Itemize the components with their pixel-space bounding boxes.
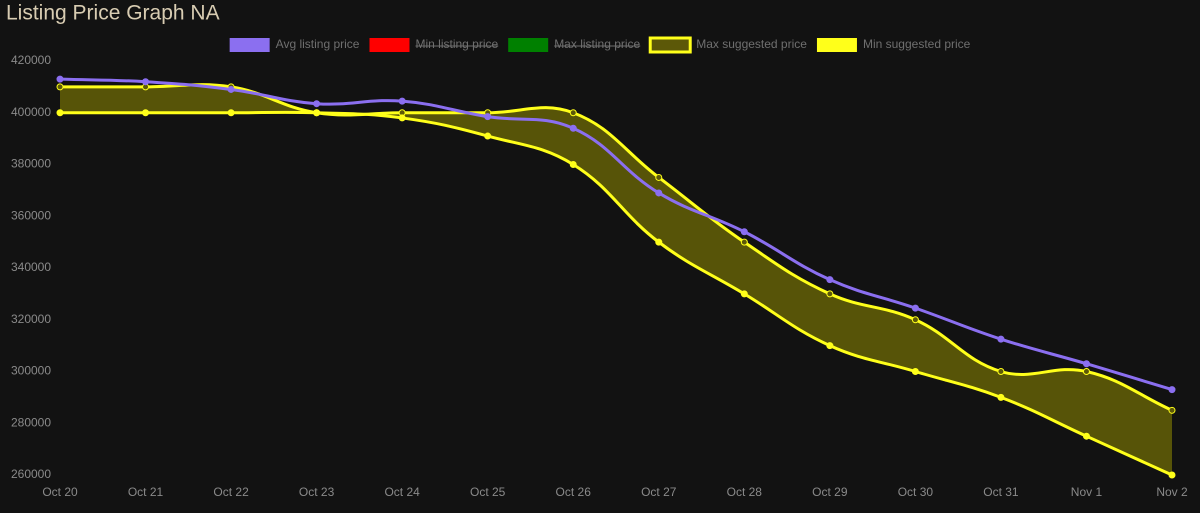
y-tick-label: 360000 (11, 208, 51, 222)
y-tick-label: 300000 (11, 364, 51, 378)
series-line (59, 77, 1173, 392)
chart-title: Listing Price Graph NA (6, 2, 220, 25)
data-point (997, 335, 1005, 343)
data-point (997, 368, 1005, 375)
x-tick-label: Oct 29 (812, 485, 848, 499)
band-fill (60, 84, 1172, 475)
data-point (1168, 406, 1176, 414)
data-point (655, 238, 663, 246)
data-point (911, 316, 919, 324)
data-point (1082, 368, 1090, 375)
data-point (740, 290, 748, 298)
legend-swatch (369, 38, 410, 52)
legend-item: Max suggested price (648, 36, 807, 54)
data-point (997, 393, 1005, 401)
y-tick-label: 340000 (11, 260, 51, 274)
y-tick-label: 380000 (11, 157, 51, 171)
legend-label: Min listing price (415, 37, 498, 51)
legend-label: Max listing price (554, 37, 640, 51)
x-tick-label: Oct 27 (641, 485, 677, 499)
x-tick-label: Oct 30 (898, 485, 934, 499)
legend-item: Min suggested price (816, 37, 971, 52)
data-point (740, 238, 748, 246)
legend-swatch (816, 38, 857, 52)
series-line (60, 83, 1173, 412)
data-point (826, 342, 834, 350)
y-tick-label: 420000 (11, 53, 51, 67)
data-point (911, 304, 919, 312)
data-point (569, 161, 577, 168)
data-point (227, 109, 235, 117)
x-tick-label: Nov 2 (1156, 485, 1188, 499)
legend-label: Min suggested price (863, 37, 971, 51)
y-tick-label: 320000 (11, 312, 51, 326)
y-tick-label: 260000 (11, 467, 51, 481)
x-tick-label: Oct 23 (299, 485, 335, 499)
data-point (1168, 386, 1176, 394)
legend-item: Max listing price (508, 37, 641, 52)
data-point (313, 100, 321, 108)
data-point (826, 290, 834, 298)
x-tick-label: Oct 25 (470, 485, 506, 499)
x-tick-label: Oct 21 (128, 485, 164, 499)
x-tick-label: Nov 1 (1071, 485, 1103, 499)
data-point (142, 109, 150, 117)
x-tick-label: Oct 24 (384, 485, 420, 499)
y-tick-label: 280000 (11, 415, 51, 429)
legend-swatch (229, 38, 270, 52)
data-point (484, 113, 492, 121)
data-point (569, 124, 577, 132)
x-tick-label: Oct 28 (727, 485, 763, 499)
x-tick-label: Oct 22 (213, 485, 249, 499)
y-tick-label: 400000 (11, 105, 51, 119)
data-point (398, 114, 406, 122)
data-point (911, 368, 919, 375)
data-point (1082, 360, 1090, 368)
legend-swatch (508, 38, 549, 52)
legend-item: Avg listing price (229, 37, 360, 52)
data-point (484, 132, 492, 140)
legend-label: Max suggested price (696, 37, 807, 51)
legend-label: Avg listing price (276, 37, 360, 51)
data-point (227, 85, 235, 93)
data-point (655, 189, 663, 197)
series-line (59, 110, 1173, 477)
data-point (569, 109, 577, 117)
data-point (313, 109, 321, 117)
legend: Avg listing price Min listing price Max li… (229, 36, 971, 54)
data-point (655, 173, 663, 181)
x-tick-label: Oct 31 (983, 485, 1019, 499)
data-point (1082, 432, 1090, 440)
data-point (56, 75, 64, 83)
data-point (56, 83, 64, 91)
x-tick-label: Oct 20 (42, 485, 78, 499)
plot-area: 260000 280000 300000 320000 340000 360000 3800… (11, 53, 1188, 499)
data-point (1168, 471, 1176, 479)
legend-swatch (648, 36, 692, 54)
data-point (740, 228, 748, 236)
data-point (56, 109, 64, 117)
legend-item: Min listing price (369, 37, 499, 52)
data-point (398, 97, 406, 105)
x-tick-label: Oct 26 (556, 485, 592, 499)
data-point (826, 276, 834, 284)
data-point (142, 78, 150, 86)
